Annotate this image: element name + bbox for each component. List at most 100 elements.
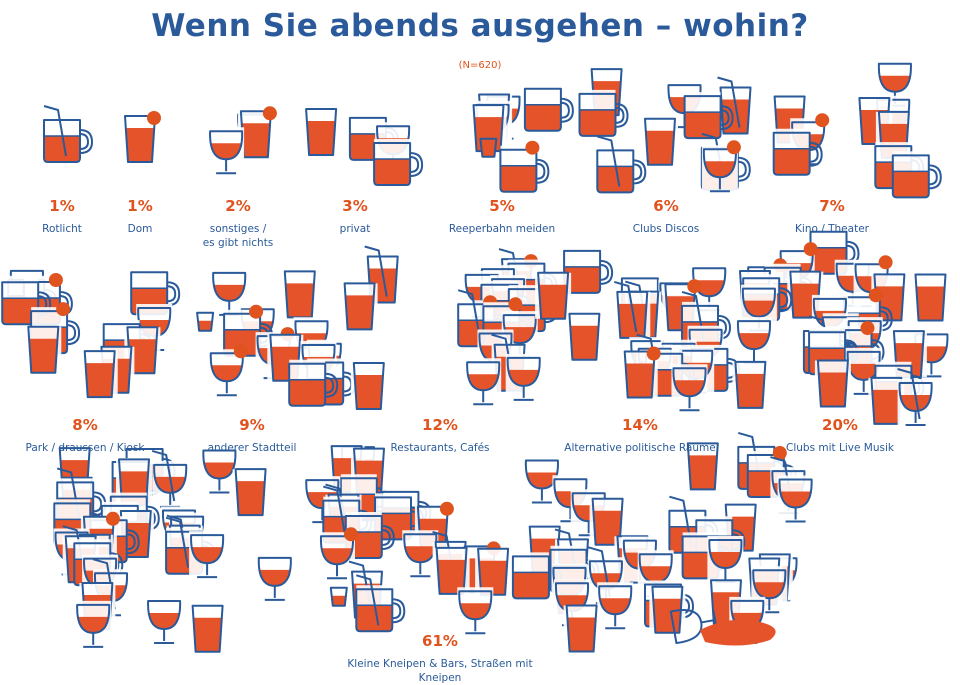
pictogram-group bbox=[535, 246, 741, 412]
percent-label: 7% bbox=[819, 197, 845, 215]
shot-glass-icon bbox=[479, 137, 498, 158]
pictogram-group bbox=[732, 227, 950, 426]
tall-glass-icon bbox=[535, 271, 572, 320]
pictogram-group bbox=[53, 431, 814, 653]
tall-glass-icon bbox=[732, 360, 769, 409]
pictogram-group bbox=[341, 245, 558, 410]
percent-label: 2% bbox=[225, 197, 251, 215]
tall-glass-icon bbox=[566, 312, 603, 361]
wine-glass-icon bbox=[201, 446, 238, 494]
percent-label: 3% bbox=[342, 197, 368, 215]
pictogram-group bbox=[208, 106, 277, 175]
tall-glass-icon bbox=[684, 442, 721, 491]
wine-glass-icon bbox=[465, 358, 502, 406]
category-name: Kleine Kneipen & Bars, Straßen mit Kneip… bbox=[347, 658, 533, 684]
tall-glass-icon bbox=[912, 273, 949, 322]
shot-glass-icon bbox=[329, 586, 348, 607]
pictogram-group bbox=[1, 266, 181, 399]
mug-glass-icon bbox=[43, 105, 93, 163]
pictogram-group bbox=[303, 108, 424, 186]
category-name: privat bbox=[339, 223, 371, 235]
pictogram-group bbox=[196, 268, 357, 407]
category-label: 3% privat bbox=[255, 197, 455, 236]
tall-glass-icon bbox=[642, 117, 678, 166]
category-name: anderer Stadtteil bbox=[207, 442, 297, 454]
wine-glass-icon bbox=[208, 344, 248, 397]
tall-glass-icon bbox=[237, 106, 277, 159]
mug-glass-icon bbox=[523, 84, 574, 132]
wine-glass-icon bbox=[208, 127, 245, 175]
tall-glass-icon bbox=[621, 346, 661, 399]
category-name: Reeperbahn meiden bbox=[448, 223, 556, 235]
mug-glass-icon bbox=[373, 139, 424, 186]
tall-glass-icon bbox=[433, 546, 470, 595]
category-name: Dom bbox=[127, 223, 153, 235]
wine-glass-icon bbox=[146, 597, 183, 644]
wine-glass-icon bbox=[701, 140, 741, 193]
percent-label: 1% bbox=[127, 197, 153, 215]
mug-glass-icon bbox=[288, 359, 339, 407]
tall-glass-icon bbox=[189, 604, 226, 653]
category-name: sonstiges / es gibt nichts bbox=[202, 223, 274, 249]
wine-glass-icon bbox=[75, 600, 112, 648]
wine-glass-icon bbox=[256, 553, 293, 601]
percent-label: 5% bbox=[489, 197, 515, 215]
wine-glass-icon bbox=[671, 364, 708, 412]
tall-glass-icon bbox=[122, 111, 161, 163]
category-label: 14% Alternative politische Räume bbox=[540, 416, 740, 455]
wine-glass-icon bbox=[707, 536, 744, 583]
category-label: 5% Reeperbahn meiden bbox=[402, 197, 602, 236]
wine-glass-icon bbox=[897, 368, 934, 426]
category-label: 12% Restaurants, Cafés bbox=[340, 416, 540, 455]
category-label: 9% anderer Stadtteil bbox=[152, 416, 352, 455]
tall-glass-icon bbox=[341, 282, 378, 331]
percent-label: 8% bbox=[72, 416, 98, 434]
category-name: Park / draussen / Kiosk bbox=[25, 442, 145, 454]
percent-label: 6% bbox=[653, 197, 679, 215]
tall-glass-icon bbox=[589, 497, 626, 546]
category-label: 7% Kino / Theater bbox=[732, 197, 932, 236]
category-label: 6% Clubs Discos bbox=[566, 197, 766, 236]
mug-glass-icon bbox=[578, 89, 629, 137]
category-name: Kino / Theater bbox=[795, 223, 869, 235]
mug-glass-icon bbox=[683, 92, 734, 140]
mug-glass-icon bbox=[499, 140, 550, 193]
wine-glass-icon bbox=[402, 530, 439, 578]
mug-glass-icon bbox=[596, 135, 647, 194]
pictogram-group bbox=[578, 68, 754, 194]
tall-glass-icon bbox=[232, 468, 269, 517]
percent-label: 14% bbox=[622, 416, 658, 434]
percent-label: 12% bbox=[422, 416, 458, 434]
category-label: 2% sonstiges / es gibt nichts bbox=[138, 197, 338, 250]
wine-glass-icon bbox=[505, 353, 542, 401]
chart-subtitle: (N=620) bbox=[458, 60, 502, 71]
wine-glass-icon bbox=[319, 527, 358, 580]
category-label: 1% Rotlicht bbox=[0, 197, 162, 236]
pictogram-group bbox=[470, 84, 574, 193]
percent-label: 61% bbox=[422, 632, 458, 650]
tall-glass-icon bbox=[303, 108, 340, 156]
pictogram-group bbox=[122, 111, 161, 163]
pictogram-group bbox=[771, 59, 942, 199]
tall-glass-icon bbox=[649, 585, 686, 634]
mug-glass-icon bbox=[772, 128, 823, 176]
category-name: Clubs mit Live Musik bbox=[786, 442, 894, 454]
wine-glass-icon bbox=[777, 475, 814, 523]
wine-glass-icon bbox=[211, 268, 248, 316]
category-label: 1% Dom bbox=[40, 197, 240, 236]
wine-glass-icon bbox=[597, 582, 634, 630]
tall-glass-icon bbox=[563, 604, 600, 653]
tall-glass-icon bbox=[814, 359, 851, 408]
chart-title: Wenn Sie abends ausgehen – wohin? bbox=[151, 8, 809, 44]
mug-glass-icon bbox=[355, 574, 406, 633]
category-name: Clubs Discos bbox=[632, 223, 700, 235]
tall-glass-icon bbox=[81, 350, 118, 399]
percent-label: 9% bbox=[239, 416, 265, 434]
mug-glass-icon bbox=[563, 246, 614, 294]
wine-glass-icon bbox=[523, 456, 560, 504]
spilled-drink bbox=[700, 619, 776, 646]
tall-glass-icon bbox=[350, 362, 387, 410]
category-name: Alternative politische Räume bbox=[564, 442, 716, 454]
tall-glass-icon bbox=[475, 547, 512, 596]
tall-glass-icon bbox=[868, 376, 905, 425]
